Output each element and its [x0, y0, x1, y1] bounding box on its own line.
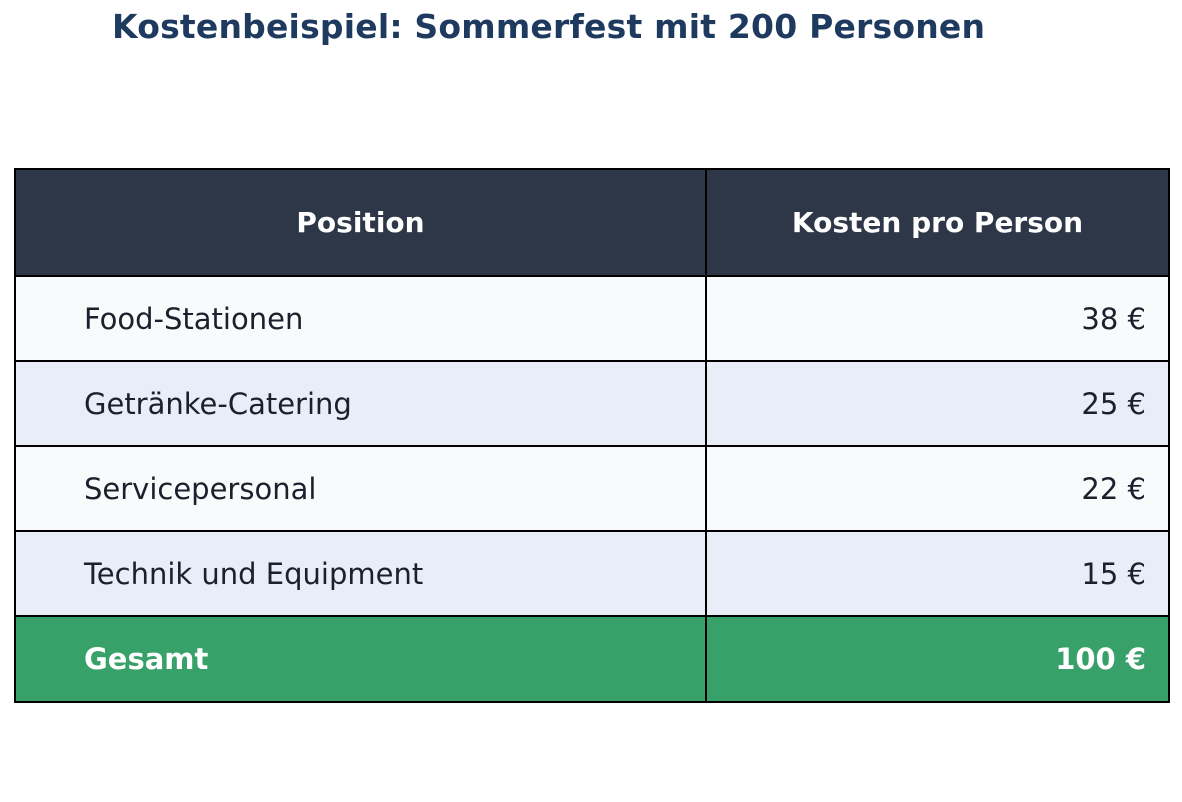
total-row: Gesamt 100 €: [14, 615, 1170, 703]
cell-position: Getränke-Catering: [14, 360, 707, 447]
table-row: Getränke-Catering 25 €: [14, 360, 1170, 447]
cell-cost: 22 €: [705, 445, 1170, 532]
cell-position: Servicepersonal: [14, 445, 707, 532]
cell-position: Technik und Equipment: [14, 530, 707, 617]
column-header-position: Position: [14, 168, 707, 277]
table-row: Technik und Equipment 15 €: [14, 530, 1170, 617]
cell-position: Food-Stationen: [14, 275, 707, 362]
table-row: Food-Stationen 38 €: [14, 275, 1170, 362]
table-header-row: Position Kosten pro Person: [14, 168, 1170, 277]
cost-table: Position Kosten pro Person Food-Statione…: [14, 168, 1170, 703]
cell-cost: 38 €: [705, 275, 1170, 362]
column-header-cost: Kosten pro Person: [705, 168, 1170, 277]
cell-cost: 25 €: [705, 360, 1170, 447]
table-row: Servicepersonal 22 €: [14, 445, 1170, 532]
cell-cost: 15 €: [705, 530, 1170, 617]
total-value-cell: 100 €: [705, 615, 1170, 703]
total-label-cell: Gesamt: [14, 615, 707, 703]
page-title: Kostenbeispiel: Sommerfest mit 200 Perso…: [112, 7, 986, 46]
